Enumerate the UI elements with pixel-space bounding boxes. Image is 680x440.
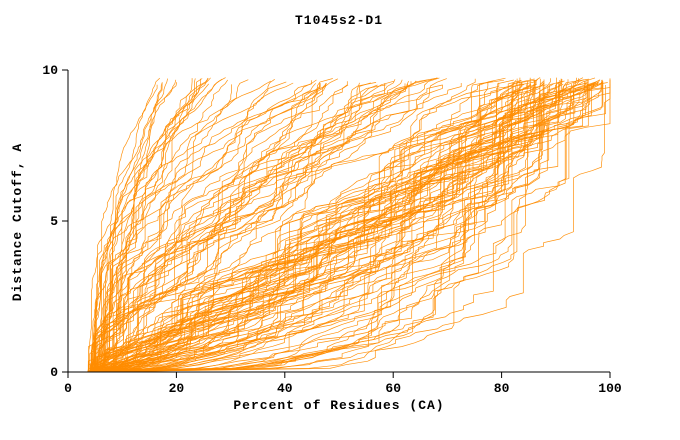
model-curve xyxy=(89,81,493,373)
model-curve xyxy=(89,82,178,373)
model-curve xyxy=(88,82,602,373)
x-tick-label: 0 xyxy=(64,381,72,396)
model-curve xyxy=(89,83,462,373)
model-curve xyxy=(100,84,531,373)
model-curve xyxy=(94,83,588,373)
chart-title: T1045s2-D1 xyxy=(294,13,383,28)
model-curve xyxy=(92,79,403,373)
model-curve xyxy=(96,83,594,373)
model-curve xyxy=(91,78,476,373)
model-curve xyxy=(88,84,537,373)
model-curve xyxy=(86,84,611,373)
model-curve xyxy=(92,80,409,373)
model-curve xyxy=(92,80,417,373)
model-curve xyxy=(87,81,585,373)
model-curve xyxy=(98,85,556,373)
model-curve xyxy=(98,80,394,373)
model-curve xyxy=(87,78,541,373)
x-axis-label: Percent of Residues (CA) xyxy=(233,398,445,413)
model-curve xyxy=(88,77,161,372)
model-curve xyxy=(91,79,600,373)
model-curve xyxy=(94,83,327,372)
model-curve xyxy=(98,83,554,373)
model-curve xyxy=(98,84,327,373)
model-curve xyxy=(93,82,163,373)
model-curve xyxy=(88,82,588,373)
model-curve xyxy=(87,77,584,373)
y-tick-label: 5 xyxy=(50,214,58,229)
model-curve xyxy=(95,79,228,373)
model-curve xyxy=(95,82,575,373)
y-tick-label: 0 xyxy=(50,365,58,380)
x-tick-label: 60 xyxy=(385,381,401,396)
model-curve xyxy=(94,83,316,373)
x-tick-label: 20 xyxy=(169,381,185,396)
y-tick-label: 10 xyxy=(42,63,58,78)
model-curve xyxy=(97,77,226,372)
model-curve xyxy=(95,80,312,373)
model-curve xyxy=(100,80,537,373)
model-curve xyxy=(95,82,371,373)
model-curve xyxy=(91,78,223,372)
model-curve xyxy=(99,77,209,373)
model-curve xyxy=(90,84,387,372)
model-curve xyxy=(96,81,604,373)
model-curve xyxy=(96,80,589,373)
model-curve xyxy=(94,80,272,373)
model-curve xyxy=(95,81,522,373)
model-curve xyxy=(97,81,488,373)
model-curve xyxy=(97,79,601,373)
model-curve xyxy=(87,79,611,373)
x-tick-label: 80 xyxy=(494,381,510,396)
model-curve xyxy=(89,80,603,373)
model-curve xyxy=(88,81,597,373)
model-curve xyxy=(95,77,440,373)
model-curve xyxy=(90,81,412,373)
model-curve xyxy=(99,79,317,373)
model-curve xyxy=(91,84,602,373)
model-curve xyxy=(91,83,321,373)
model-curve xyxy=(89,83,564,373)
model-curve xyxy=(91,78,196,372)
model-curve xyxy=(89,78,203,372)
model-curve xyxy=(91,83,544,372)
model-curve xyxy=(99,84,536,373)
model-curve xyxy=(94,83,327,372)
model-curve xyxy=(98,77,541,373)
model-curve xyxy=(90,79,603,373)
model-curve xyxy=(94,77,531,373)
model-curves xyxy=(86,77,611,373)
y-axis-label: Distance Cutoff, A xyxy=(10,142,25,302)
model-curve xyxy=(94,83,522,373)
model-curve xyxy=(89,79,505,372)
model-curve xyxy=(91,80,598,372)
model-curve xyxy=(96,84,232,372)
model-curve xyxy=(88,77,211,373)
model-curve xyxy=(96,82,545,373)
model-curve xyxy=(97,84,443,372)
model-curve xyxy=(96,77,521,372)
x-tick-label: 100 xyxy=(598,381,622,396)
x-tick-label: 40 xyxy=(277,381,293,396)
